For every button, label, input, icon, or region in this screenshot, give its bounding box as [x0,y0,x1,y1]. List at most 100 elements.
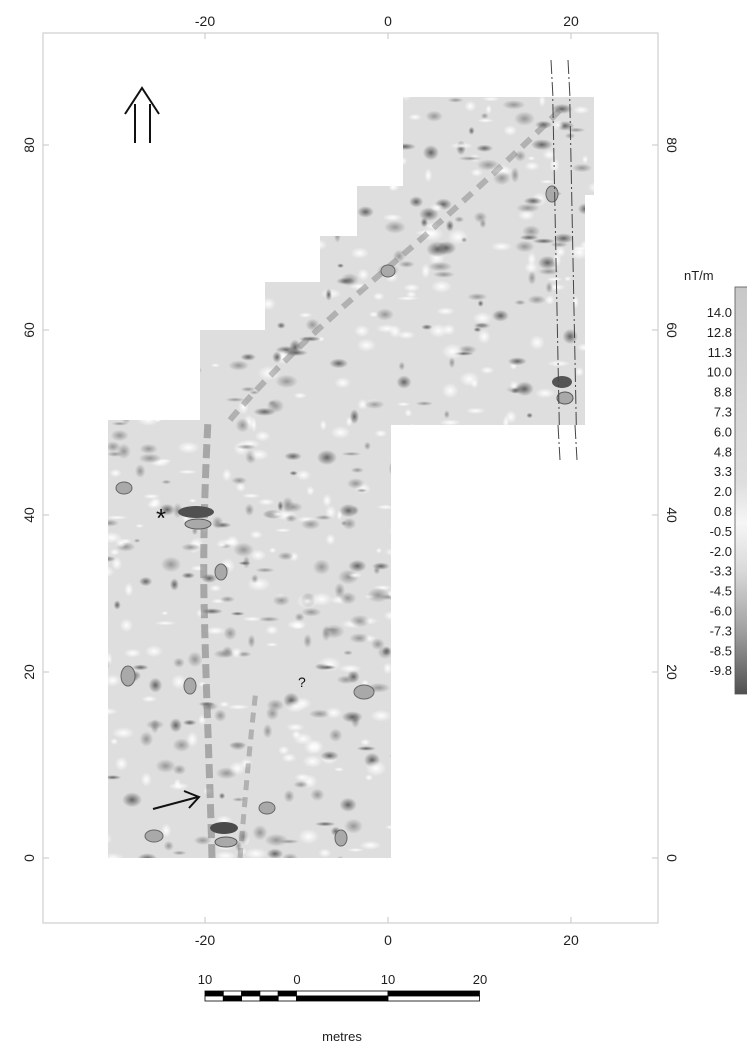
scale-segment [259,995,279,1002]
legend-value: 0.8 [714,504,732,519]
speckle [404,446,426,460]
speckle [557,710,566,721]
speckle [392,716,402,723]
speckle [108,674,121,687]
speckle [531,447,539,459]
speckle [560,529,578,536]
speckle [240,386,256,392]
speckle [126,141,140,155]
speckle [348,559,367,573]
speckle [539,699,557,707]
speckle [298,828,319,845]
speckle [396,546,417,552]
y-axis-left: 0 20 40 60 80 [21,137,37,862]
scale-segment [241,990,261,997]
speckle [321,625,331,642]
speckle [421,263,431,279]
legend-value: 6.0 [714,424,732,439]
speckle [574,366,585,377]
speckle [578,833,591,847]
speckle [403,632,423,638]
speckle [293,392,307,399]
speckle [150,287,158,298]
speckle [398,361,406,371]
speckle [384,548,404,556]
speckle [172,764,187,775]
speckle [185,255,194,264]
speckle [412,717,421,733]
speckle [256,221,269,231]
speckle [151,144,176,157]
question-marker: ? [298,674,306,690]
survey-line-west-ext-s [557,424,561,461]
speckle [413,552,421,568]
speckle [400,762,410,773]
speckle [319,419,327,431]
speckle [422,656,444,666]
speckle [535,520,558,532]
speckle [392,854,406,858]
speckle [357,398,368,410]
speckle [190,366,203,375]
speckle [505,789,513,803]
speckle [375,308,394,321]
speckle [339,171,348,178]
speckle [298,312,313,318]
speckle [243,151,252,164]
speckle [285,700,306,713]
speckle [135,523,144,528]
speckle [260,297,276,311]
speckle [476,144,493,152]
speckle [364,399,385,409]
speckle [211,515,224,530]
speckle [248,448,270,461]
speckle [254,430,271,442]
speckle [111,151,119,156]
speckle [187,651,203,668]
speckle [198,701,216,707]
speckle [460,705,480,721]
speckle [220,595,235,603]
speckle [538,267,560,276]
speckle [482,97,501,102]
scale-label: 10 [381,972,395,987]
speckle [171,674,187,690]
speckle [283,789,295,803]
speckle [557,797,567,807]
speckle [443,603,453,618]
speckle [535,388,556,399]
speckle [408,590,415,606]
speckle [578,726,589,741]
speckle [485,532,494,541]
speckle [338,664,362,673]
speckle [236,444,256,450]
speckle [354,324,370,337]
speckle [450,700,457,706]
speckle [448,498,463,513]
speckle [272,351,282,363]
speckle [268,547,277,554]
speckle [347,572,363,579]
speckle [340,520,348,526]
ditch-lineament-diagonal [227,107,563,422]
speckle [432,271,455,278]
speckle [503,712,525,721]
anomaly-ring-1 [120,665,136,687]
speckle [422,507,445,522]
speckle [451,773,469,786]
speckle [228,761,246,776]
speckle [146,719,165,730]
speckle [302,97,310,103]
speckle [188,498,197,503]
speckle [124,582,134,597]
speckle [336,510,343,521]
speckle [587,493,594,505]
speckle [108,227,111,238]
speckle [470,168,483,177]
speckle [566,613,581,627]
speckle [468,126,475,135]
speckle [376,504,395,510]
speckle [108,555,117,563]
speckle [510,618,530,625]
speckle [389,179,396,191]
